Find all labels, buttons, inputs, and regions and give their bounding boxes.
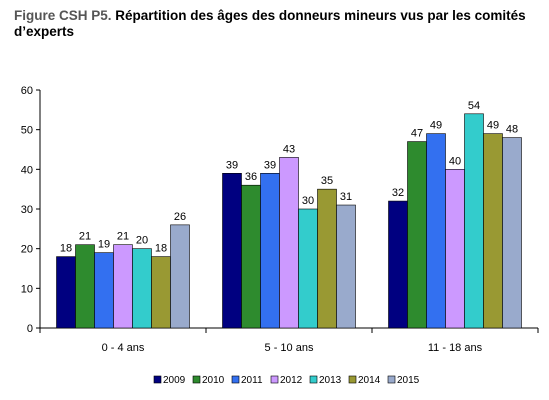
bar-2011-1: [94, 252, 114, 329]
legend-label-2012: 2012: [280, 375, 303, 386]
figure-title-text: Répartition des âges des donneurs mineur…: [14, 8, 526, 39]
bar-2013-3: [464, 113, 484, 329]
legend-swatch-2015: [387, 375, 396, 384]
data-label: 54: [468, 100, 480, 112]
bar-2014-2: [317, 188, 337, 329]
data-label: 39: [226, 159, 238, 171]
data-label: 49: [487, 120, 499, 132]
figure-number: Figure CSH P5.: [14, 8, 112, 23]
legend-swatch-2009: [153, 375, 162, 384]
bar-2012-1: [113, 244, 133, 329]
data-label: 48: [506, 124, 518, 136]
bar-2013-2: [298, 208, 318, 329]
y-tick-label: 30: [21, 204, 33, 216]
data-label: 18: [155, 243, 167, 255]
legend-swatch-2010: [192, 375, 201, 384]
bar-2010-2: [241, 184, 261, 329]
data-label: 49: [430, 120, 442, 132]
y-tick-label: 40: [21, 164, 33, 176]
y-tick-label: 20: [21, 244, 33, 256]
legend-swatch-2011: [231, 375, 240, 384]
legend-swatch-2012: [270, 375, 279, 384]
legend-swatch-2014: [348, 375, 357, 384]
data-label: 26: [174, 211, 186, 223]
x-category-label: 0 - 4 ans: [102, 342, 145, 354]
legend-label-2014: 2014: [358, 375, 381, 386]
bar-2011-3: [426, 133, 446, 329]
data-label: 20: [136, 235, 148, 247]
data-label: 21: [79, 231, 91, 243]
data-label: 47: [411, 128, 423, 140]
bar-2009-1: [56, 256, 76, 329]
bar-2009-2: [222, 173, 242, 329]
legend-label-2011: 2011: [241, 375, 263, 386]
data-label: 19: [98, 239, 110, 251]
bar-2015-2: [336, 204, 356, 329]
data-label: 21: [117, 231, 129, 243]
x-category-label: 5 - 10 ans: [265, 342, 314, 354]
legend-label-2015: 2015: [397, 375, 420, 386]
y-tick-label: 0: [27, 323, 33, 335]
legend-label-2010: 2010: [202, 375, 225, 386]
data-label: 39: [264, 159, 276, 171]
bar-2012-2: [279, 157, 299, 329]
bar-2014-1: [151, 256, 171, 329]
data-label: 32: [392, 187, 404, 199]
bar-2011-2: [260, 173, 280, 329]
bar-2009-3: [388, 200, 408, 329]
bar-2015-1: [170, 224, 190, 329]
data-label: 31: [340, 191, 352, 203]
data-label: 30: [302, 195, 314, 207]
legend-label-2013: 2013: [319, 375, 342, 386]
bar-2015-3: [502, 137, 522, 329]
data-label: 36: [245, 171, 257, 183]
data-label: 35: [321, 175, 333, 187]
chart-title: Figure CSH P5. Répartition des âges des …: [14, 8, 534, 40]
bar-2010-1: [75, 244, 95, 329]
y-tick-label: 10: [21, 283, 33, 295]
data-label: 40: [449, 155, 461, 167]
x-category-label: 11 - 18 ans: [428, 342, 483, 354]
bar-2014-3: [483, 133, 503, 329]
legend-label-2009: 2009: [163, 375, 186, 386]
legend-swatch-2013: [309, 375, 318, 384]
bar-2013-1: [132, 248, 152, 329]
bar-2010-3: [407, 141, 427, 329]
y-tick-label: 60: [21, 85, 33, 97]
data-label: 18: [60, 243, 72, 255]
bar-2012-3: [445, 169, 465, 329]
y-tick-label: 50: [21, 125, 33, 137]
data-label: 43: [283, 143, 295, 155]
